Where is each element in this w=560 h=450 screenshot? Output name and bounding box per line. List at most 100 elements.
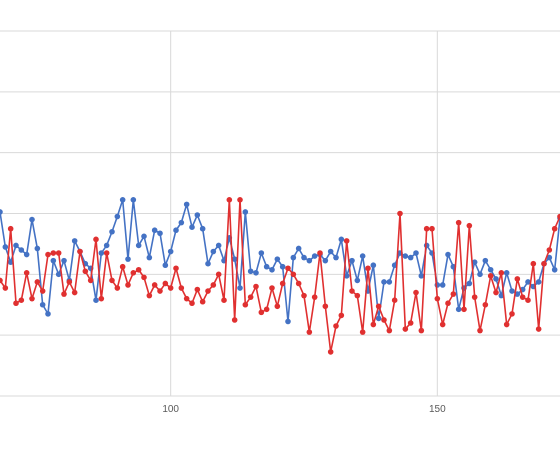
data-point (333, 323, 339, 329)
data-point (183, 201, 190, 208)
data-point (157, 230, 163, 237)
data-point (98, 295, 105, 302)
series-2 (0, 197, 560, 355)
data-point (237, 285, 243, 291)
data-point (13, 300, 19, 307)
data-point (343, 238, 350, 244)
data-point (509, 288, 515, 294)
data-point (546, 254, 553, 261)
data-point (439, 321, 446, 328)
data-point (77, 248, 83, 255)
data-point (199, 225, 206, 232)
data-point (2, 285, 9, 291)
data-point (327, 349, 334, 355)
data-point (386, 327, 393, 334)
data-point (445, 251, 451, 258)
data-point (317, 250, 323, 256)
data-point (413, 250, 419, 256)
data-point (471, 294, 478, 300)
data-point (402, 253, 409, 259)
series-line (0, 199, 560, 323)
data-point (183, 295, 190, 302)
data-point (114, 213, 121, 220)
data-point (407, 320, 414, 326)
data-point (247, 294, 254, 300)
data-point (274, 256, 281, 262)
data-point (551, 266, 558, 273)
data-point (199, 298, 206, 305)
data-point (125, 256, 131, 262)
data-point (477, 271, 483, 278)
data-point (146, 292, 153, 299)
data-point (375, 315, 382, 322)
data-point (279, 280, 286, 287)
data-point (418, 273, 425, 279)
data-point (535, 326, 542, 332)
data-point (498, 292, 505, 299)
data-point (423, 225, 430, 232)
data-point (162, 262, 169, 269)
data-point (279, 263, 286, 270)
data-point (71, 289, 78, 296)
data-point (50, 257, 57, 264)
data-point (455, 219, 462, 226)
data-point (103, 242, 110, 249)
series-layer (0, 197, 560, 355)
data-point (514, 276, 521, 282)
data-point (253, 270, 259, 276)
data-point (205, 288, 211, 294)
data-point (93, 297, 99, 303)
series-line (0, 199, 560, 353)
data-point (290, 271, 297, 278)
data-point (322, 303, 329, 310)
data-point (551, 225, 558, 232)
data-point (221, 297, 227, 303)
data-point (231, 256, 238, 262)
data-point (119, 197, 126, 203)
data-point (258, 309, 265, 316)
data-point (349, 257, 355, 264)
data-point (93, 236, 99, 243)
data-point (194, 286, 201, 293)
data-point (306, 257, 313, 264)
data-point (370, 262, 377, 269)
data-point (557, 213, 560, 220)
data-point (2, 244, 9, 250)
gridlines (0, 30, 560, 397)
data-point (50, 250, 57, 256)
data-point (338, 312, 345, 319)
data-point (493, 276, 499, 282)
data-point (381, 279, 387, 285)
data-point (445, 300, 451, 307)
data-point (247, 268, 254, 275)
data-point (109, 228, 115, 235)
data-point (263, 306, 270, 313)
data-point (477, 327, 483, 334)
data-point (253, 283, 259, 290)
data-point (402, 326, 409, 332)
data-point (7, 225, 14, 232)
data-point (434, 295, 441, 302)
data-point (381, 317, 387, 323)
data-point (466, 280, 473, 287)
data-point (535, 279, 542, 285)
data-point (237, 197, 243, 203)
data-point (61, 291, 67, 297)
data-point (114, 285, 121, 291)
data-point (503, 321, 510, 328)
data-point (354, 292, 361, 299)
data-point (29, 295, 35, 302)
data-point (0, 209, 3, 215)
data-point (370, 321, 377, 328)
data-point (178, 219, 185, 226)
data-point (349, 288, 355, 294)
data-point (226, 197, 233, 203)
data-point (55, 271, 62, 278)
data-point (18, 247, 25, 253)
data-point (167, 248, 174, 255)
data-point (418, 327, 425, 334)
x-tick-label: 100 (162, 404, 179, 415)
data-point (146, 254, 153, 261)
data-point (151, 227, 158, 234)
data-point (263, 263, 270, 270)
